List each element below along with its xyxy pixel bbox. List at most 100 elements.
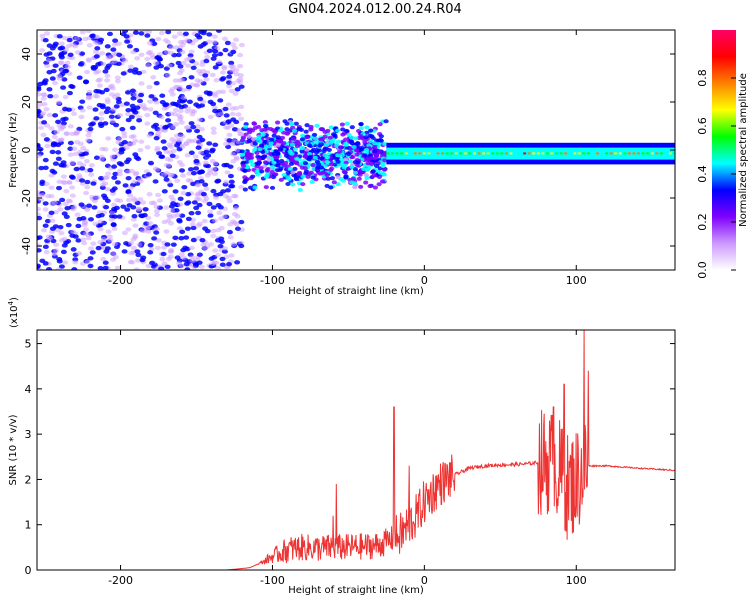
heatmap-cell [200, 191, 207, 197]
heatmap-cell [318, 137, 324, 142]
heatmap-cell [196, 260, 203, 265]
heatmap-cell [227, 235, 234, 240]
heatmap-band-core [441, 152, 445, 155]
heatmap-cell [323, 142, 330, 147]
heatmap-cell [358, 126, 365, 131]
heatmap-cell [89, 33, 96, 39]
heatmap-cell [60, 124, 67, 129]
heatmap-cell [76, 216, 83, 222]
heatmap-cell [92, 107, 99, 112]
heatmap-cell [93, 54, 100, 59]
heatmap-cell [53, 129, 60, 135]
heatmap-cell [62, 201, 69, 207]
heatmap-cell [226, 132, 233, 138]
heatmap-cell [229, 152, 236, 157]
heatmap-cell [377, 122, 383, 127]
heatmap-band-core [650, 152, 654, 155]
heatmap-cell [44, 123, 51, 128]
heatmap-cell [285, 181, 291, 186]
heatmap-cell [177, 196, 184, 201]
heatmap-cell [185, 178, 192, 183]
heatmap-cell [189, 112, 196, 117]
heatmap-cell [69, 160, 76, 166]
heatmap-cell [114, 180, 121, 185]
heatmap-cell [174, 255, 181, 260]
heatmap-cell [180, 191, 187, 196]
heatmap-cell [238, 184, 245, 190]
heatmap-cell [87, 167, 94, 173]
heatmap-cell [303, 171, 309, 176]
heatmap-cell [228, 183, 235, 189]
heatmap-cell [250, 137, 257, 142]
heatmap-cell [62, 116, 69, 121]
heatmap-cell [335, 139, 342, 144]
heatmap-cell [45, 58, 52, 63]
heatmap-cell [84, 179, 91, 185]
heatmap-cell [67, 152, 74, 157]
heatmap-cell [178, 236, 185, 241]
heatmap-cell [148, 160, 155, 166]
heatmap-cell [180, 60, 187, 66]
heatmap-cell [376, 182, 382, 187]
heatmap-cell [305, 174, 311, 179]
heatmap-cell [271, 160, 277, 165]
heatmap-cell [252, 185, 258, 190]
heatmap-cell [232, 91, 239, 96]
heatmap-cell [93, 116, 100, 121]
heatmap-cell [206, 32, 213, 37]
heatmap-cell [349, 180, 355, 185]
heatmap-cell [98, 116, 105, 121]
heatmap-cell [108, 213, 115, 219]
heatmap-cell [104, 97, 111, 102]
heatmap-cell [109, 188, 116, 193]
heatmap-cell [129, 103, 136, 109]
heatmap-cell [58, 41, 65, 46]
heatmap-cell [127, 142, 134, 147]
heatmap-cell [37, 212, 41, 217]
heatmap-cell [119, 102, 126, 108]
heatmap-cell [271, 133, 277, 138]
heatmap-cell [195, 210, 202, 216]
heatmap-cell [212, 161, 219, 166]
heatmap-cell [199, 62, 206, 67]
heatmap-cell [182, 31, 189, 37]
heatmap-cell [39, 192, 46, 198]
y-tick-label: 40 [20, 47, 33, 61]
heatmap-cell [231, 211, 238, 217]
heatmap-cell [278, 128, 284, 133]
heatmap-cell [154, 167, 161, 172]
heatmap-cell [170, 124, 177, 130]
heatmap-cell [232, 206, 239, 211]
x-tick-label: 100 [566, 274, 587, 287]
heatmap-cell [236, 128, 243, 133]
heatmap-cell [363, 135, 369, 140]
heatmap-cell [269, 170, 275, 175]
heatmap-cell [46, 267, 53, 270]
heatmap-cell [63, 131, 70, 136]
heatmap-cell [371, 145, 378, 150]
heatmap-cell [238, 84, 245, 89]
heatmap-cell [176, 160, 183, 165]
spectrogram-heatmap [37, 30, 675, 270]
heatmap-cell [157, 52, 164, 57]
colorbar-tick-label: 0.8 [696, 69, 709, 87]
heatmap-cell [52, 94, 59, 99]
heatmap-cell [144, 226, 151, 231]
heatmap-cell [238, 42, 245, 48]
heatmap-cell [219, 70, 226, 75]
heatmap-cell [318, 127, 324, 132]
heatmap-cell [132, 172, 139, 177]
heatmap-cell [354, 152, 360, 157]
heatmap-cell [172, 78, 179, 83]
heatmap-cell [189, 255, 196, 260]
heatmap-cell [77, 149, 84, 155]
heatmap-cell [252, 147, 258, 152]
heatmap-cell [130, 217, 137, 222]
heatmap-cell [52, 80, 59, 86]
heatmap-cell [177, 137, 184, 143]
heatmap-cell [278, 166, 284, 171]
heatmap-cell [82, 151, 89, 156]
heatmap-cell [168, 45, 175, 50]
heatmap-cell [267, 144, 273, 149]
x-tick-label: 0 [421, 574, 428, 587]
